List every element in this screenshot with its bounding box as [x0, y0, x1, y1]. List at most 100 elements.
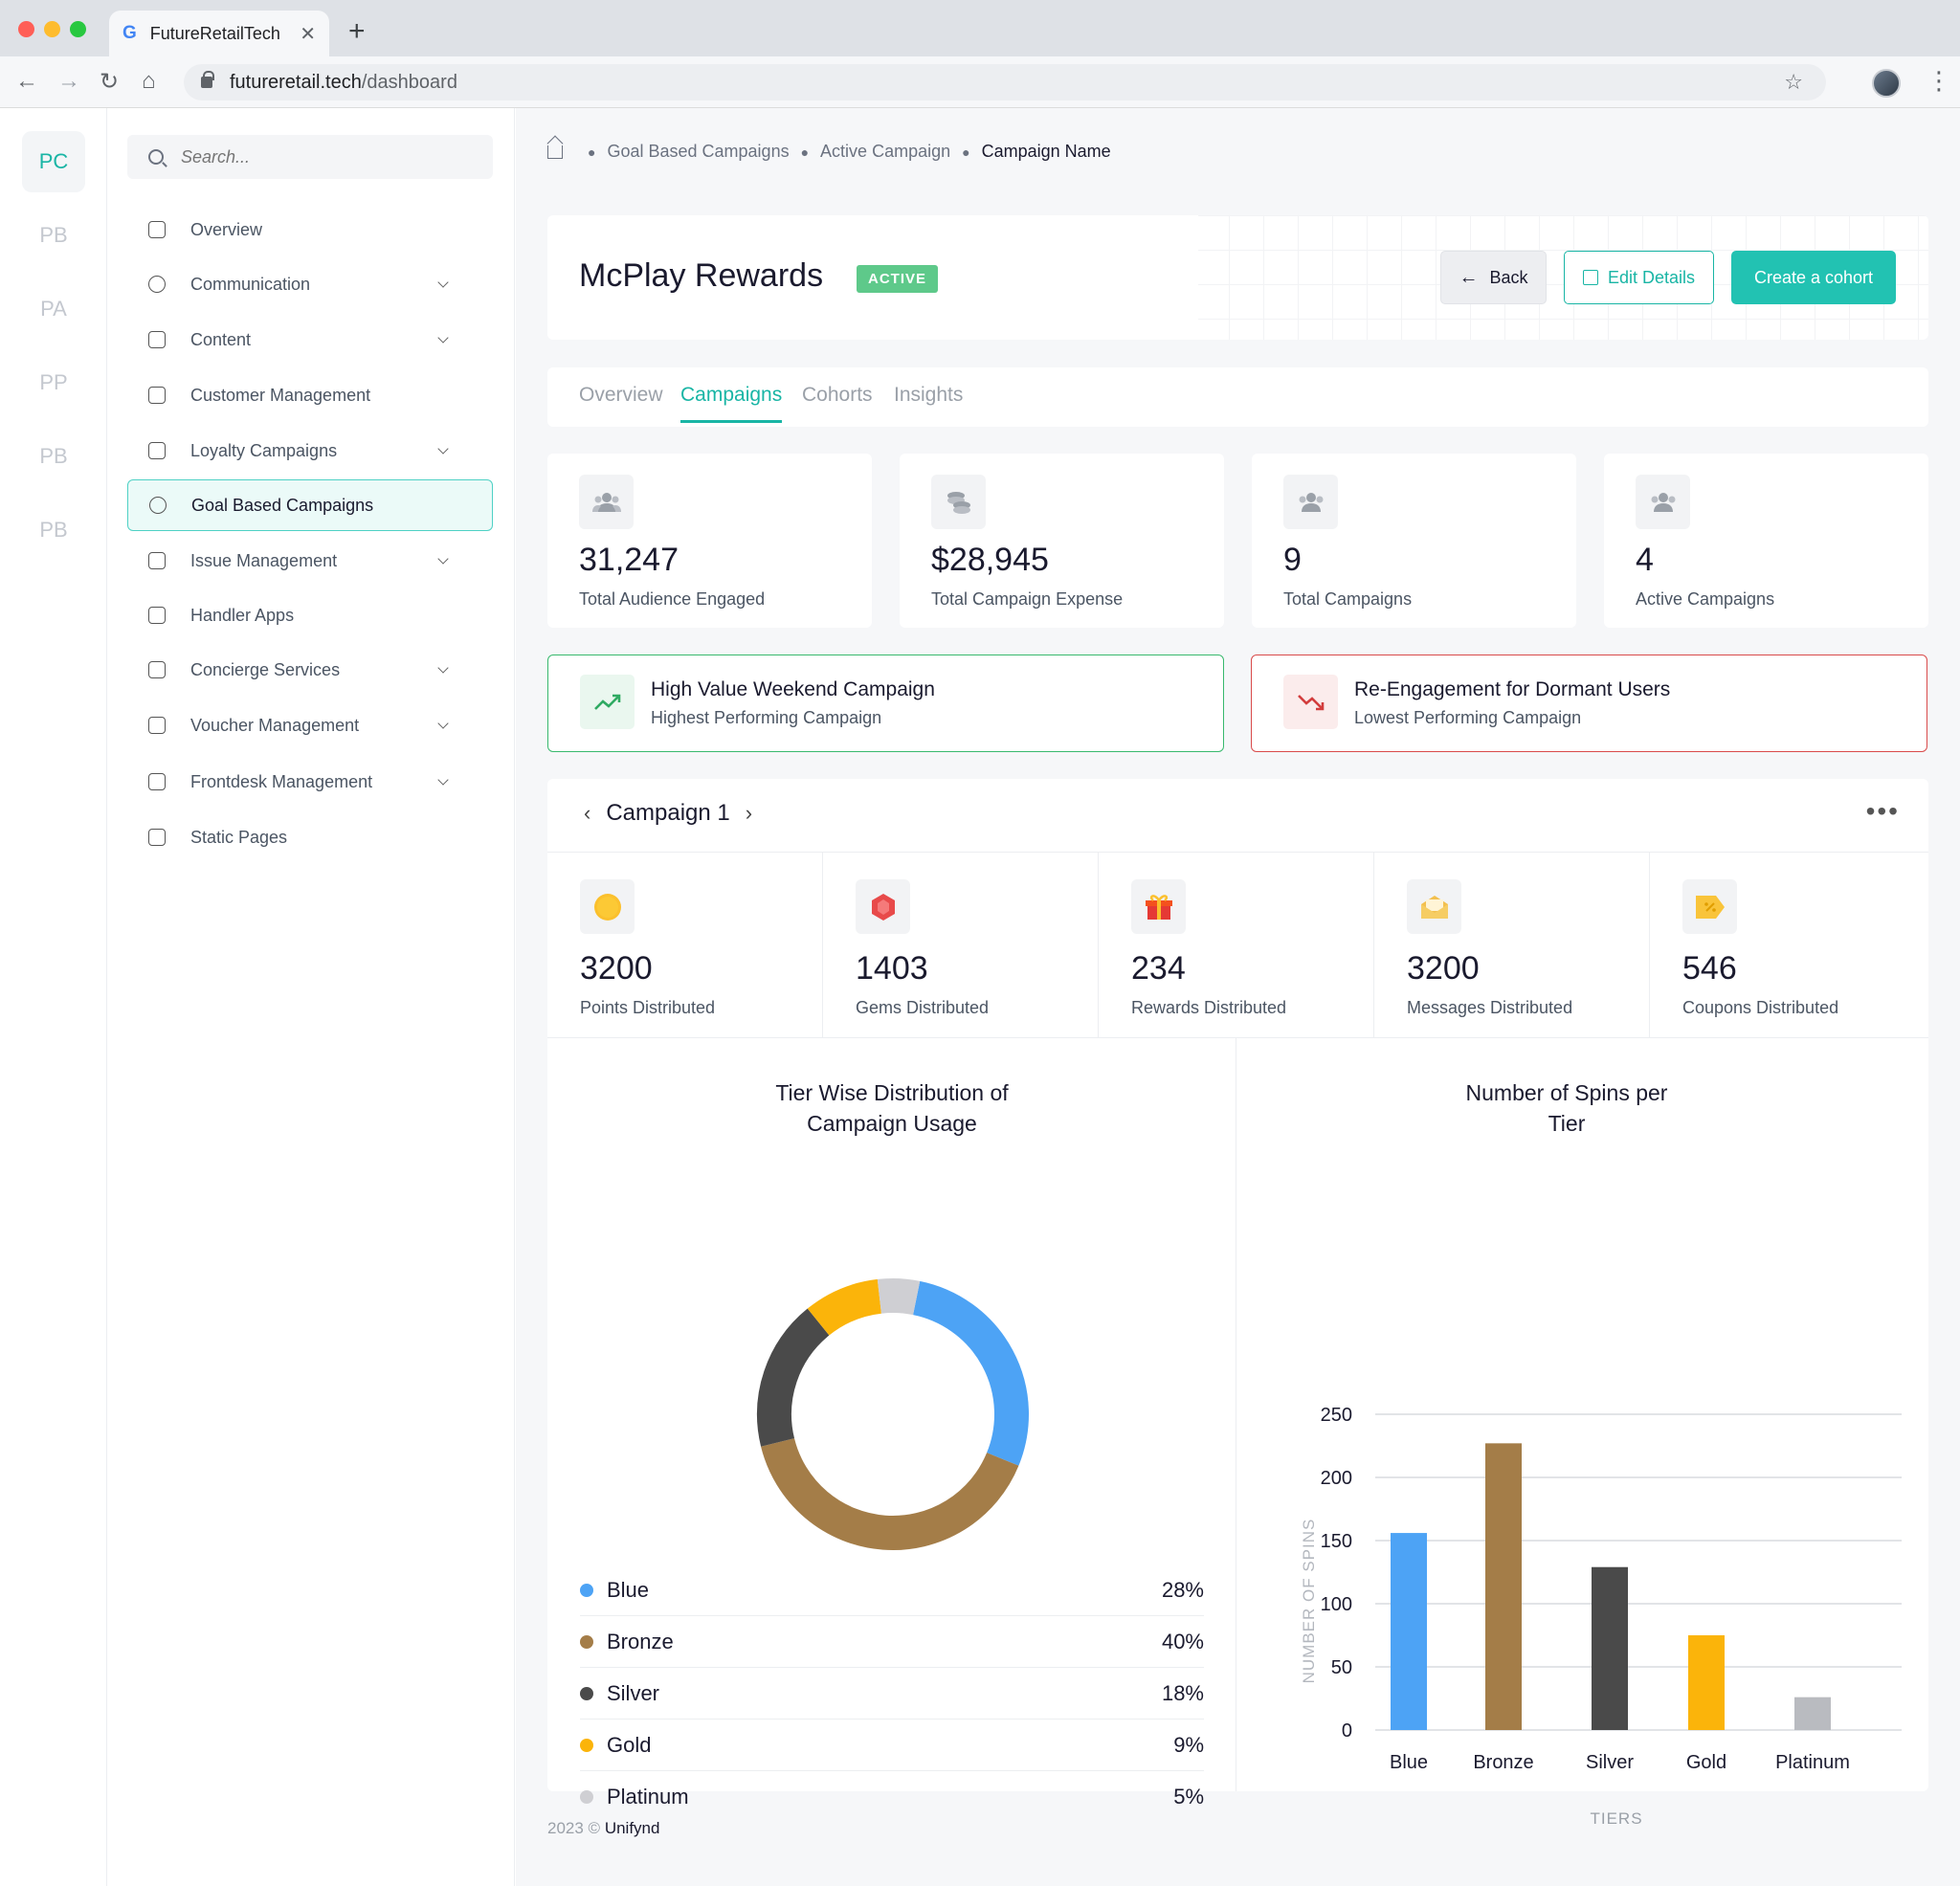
sidebar-item-label: Issue Management: [190, 550, 338, 570]
sidebar-item-overview[interactable]: Overview: [127, 204, 493, 255]
bar-blue[interactable]: [1391, 1533, 1427, 1730]
new-tab-icon[interactable]: +: [348, 15, 366, 47]
legend-swatch: [580, 1790, 593, 1804]
minimize-window-button[interactable]: [44, 21, 60, 37]
lowest-performing-card[interactable]: Re-Engagement for Dormant Users Lowest P…: [1251, 655, 1927, 752]
rail-item-pc[interactable]: PC: [22, 131, 85, 192]
donut-slice-platinum[interactable]: [877, 1278, 921, 1316]
close-tab-icon[interactable]: ✕: [300, 23, 316, 45]
legend-row: Gold 9%: [580, 1720, 1204, 1771]
legend-row: Bronze 40%: [580, 1616, 1204, 1668]
more-options-icon[interactable]: •••: [1865, 796, 1900, 826]
tab-cohorts[interactable]: Cohorts: [802, 384, 873, 406]
breadcrumb-item[interactable]: Active Campaign: [820, 142, 951, 161]
forward-arrow-icon[interactable]: →: [57, 68, 80, 94]
legend-value: 18%: [1161, 1680, 1204, 1705]
bar-platinum[interactable]: [1794, 1697, 1831, 1730]
chevron-left-icon[interactable]: ‹: [584, 801, 591, 825]
sidebar-item-label: Concierge Services: [190, 659, 341, 679]
tab-overview[interactable]: Overview: [579, 384, 663, 406]
home-icon[interactable]: ⌂: [142, 68, 156, 94]
metric-value: 546: [1682, 950, 1737, 987]
breadcrumb-item[interactable]: Goal Based Campaigns: [607, 142, 790, 161]
donut-slice-silver[interactable]: [757, 1308, 830, 1447]
stat-value: 31,247: [579, 542, 679, 578]
tab-insights[interactable]: Insights: [894, 384, 964, 406]
rail-item-pp[interactable]: PP: [39, 370, 68, 394]
search-input[interactable]: [181, 146, 468, 167]
rail-item-pa[interactable]: PA: [40, 297, 67, 321]
edit-details-button[interactable]: Edit Details: [1564, 251, 1714, 304]
best-campaign-subtitle: Highest Performing Campaign: [651, 708, 882, 727]
sidebar-item-issue-management[interactable]: Issue Management: [127, 535, 493, 587]
browser-menu-icon[interactable]: ⋮: [1927, 66, 1951, 95]
y-tick-label: 100: [1321, 1594, 1352, 1615]
sidebar-item-loyalty-campaigns[interactable]: Loyalty Campaigns: [127, 425, 493, 477]
status-badge: ACTIVE: [857, 265, 939, 293]
chevron-down-icon[interactable]: [437, 332, 449, 344]
trending-down-icon: [1283, 675, 1338, 729]
rail-item-pb[interactable]: PB: [39, 518, 68, 542]
sidebar-item-customer-management[interactable]: Customer Management: [127, 369, 493, 421]
back-arrow-icon[interactable]: ←: [15, 68, 38, 94]
breadcrumb: ● Goal Based Campaigns ● Active Campaign…: [547, 142, 1111, 162]
tab-campaigns[interactable]: Campaigns: [680, 384, 783, 423]
y-axis-label: NUMBER OF SPINS: [1300, 1519, 1318, 1684]
legend-label: Blue: [607, 1577, 650, 1602]
sidebar-item-goal-based-campaigns[interactable]: Goal Based Campaigns: [127, 479, 493, 531]
bar-bronze[interactable]: [1485, 1443, 1522, 1730]
y-tick-label: 200: [1321, 1468, 1352, 1489]
create-cohort-button[interactable]: Create a cohort: [1731, 251, 1896, 304]
close-window-button[interactable]: [18, 21, 34, 37]
rail-item-pb[interactable]: PB: [39, 223, 68, 247]
sidebar-item-frontdesk-management[interactable]: Frontdesk Management: [127, 756, 493, 808]
back-button[interactable]: ← Back: [1440, 251, 1547, 304]
reload-icon[interactable]: ↻: [100, 69, 120, 95]
sidebar-item-handler-apps[interactable]: Handler Apps: [127, 589, 493, 641]
donut-slice-blue[interactable]: [912, 1280, 1029, 1466]
sidebar-item-communication[interactable]: Communication: [127, 258, 493, 310]
sidebar-item-label: Content: [190, 329, 252, 349]
highest-performing-card[interactable]: High Value Weekend Campaign Highest Perf…: [547, 655, 1224, 752]
bar-gold[interactable]: [1688, 1635, 1725, 1730]
sidebar-item-voucher-management[interactable]: Voucher Management: [127, 699, 493, 751]
x-tick-label: Blue: [1390, 1752, 1428, 1773]
app-switcher-rail: PC PB PA PP PB PB: [0, 108, 107, 1886]
maximize-window-button[interactable]: [70, 21, 86, 37]
envelope-icon: [1407, 879, 1461, 934]
chevron-down-icon[interactable]: [437, 718, 449, 729]
donut-slice-bronze[interactable]: [761, 1437, 1019, 1550]
chevron-down-icon[interactable]: [437, 443, 449, 455]
metric-value: 3200: [580, 950, 653, 987]
tab-bar: Overview Campaigns Cohorts Insights: [547, 367, 1928, 427]
sidebar-item-label: Voucher Management: [190, 715, 360, 735]
metric-value: 3200: [1407, 950, 1480, 987]
rail-item-pb[interactable]: PB: [39, 444, 68, 468]
legend-label: Silver: [607, 1680, 660, 1705]
chevron-down-icon[interactable]: [437, 774, 449, 786]
breadcrumb-home-icon[interactable]: [547, 144, 563, 159]
bar-silver[interactable]: [1592, 1566, 1628, 1730]
chevron-down-icon[interactable]: [437, 662, 449, 674]
search-box[interactable]: [127, 135, 493, 179]
donut-slice-gold[interactable]: [807, 1278, 882, 1336]
profile-avatar[interactable]: [1872, 69, 1901, 98]
legend-swatch: [580, 1634, 593, 1649]
address-bar[interactable]: futureretail.tech/dashboard ☆: [184, 64, 1826, 100]
sidebar-item-static-pages[interactable]: Static Pages: [127, 811, 493, 863]
chat-icon: [148, 276, 166, 293]
metric-rewards: 234 Rewards Distributed: [1099, 853, 1374, 1038]
chevron-down-icon[interactable]: [437, 553, 449, 565]
back-label: Back: [1489, 267, 1528, 287]
stat-card-audience: 31,247 Total Audience Engaged: [547, 454, 872, 628]
browser-tab[interactable]: G FutureRetailTech ✕: [109, 11, 329, 56]
chevron-right-icon[interactable]: ›: [745, 801, 753, 825]
x-tick-label: Silver: [1586, 1752, 1634, 1773]
chevron-down-icon[interactable]: [437, 277, 449, 288]
main-content: ● Goal Based Campaigns ● Active Campaign…: [516, 108, 1960, 1886]
bookmark-star-icon[interactable]: ☆: [1784, 70, 1803, 94]
sidebar-item-concierge-services[interactable]: Concierge Services: [127, 644, 493, 696]
sidebar-item-content[interactable]: Content: [127, 314, 493, 366]
legend-swatch: [580, 1738, 593, 1752]
stat-card-active-campaigns: 4 Active Campaigns: [1604, 454, 1928, 628]
